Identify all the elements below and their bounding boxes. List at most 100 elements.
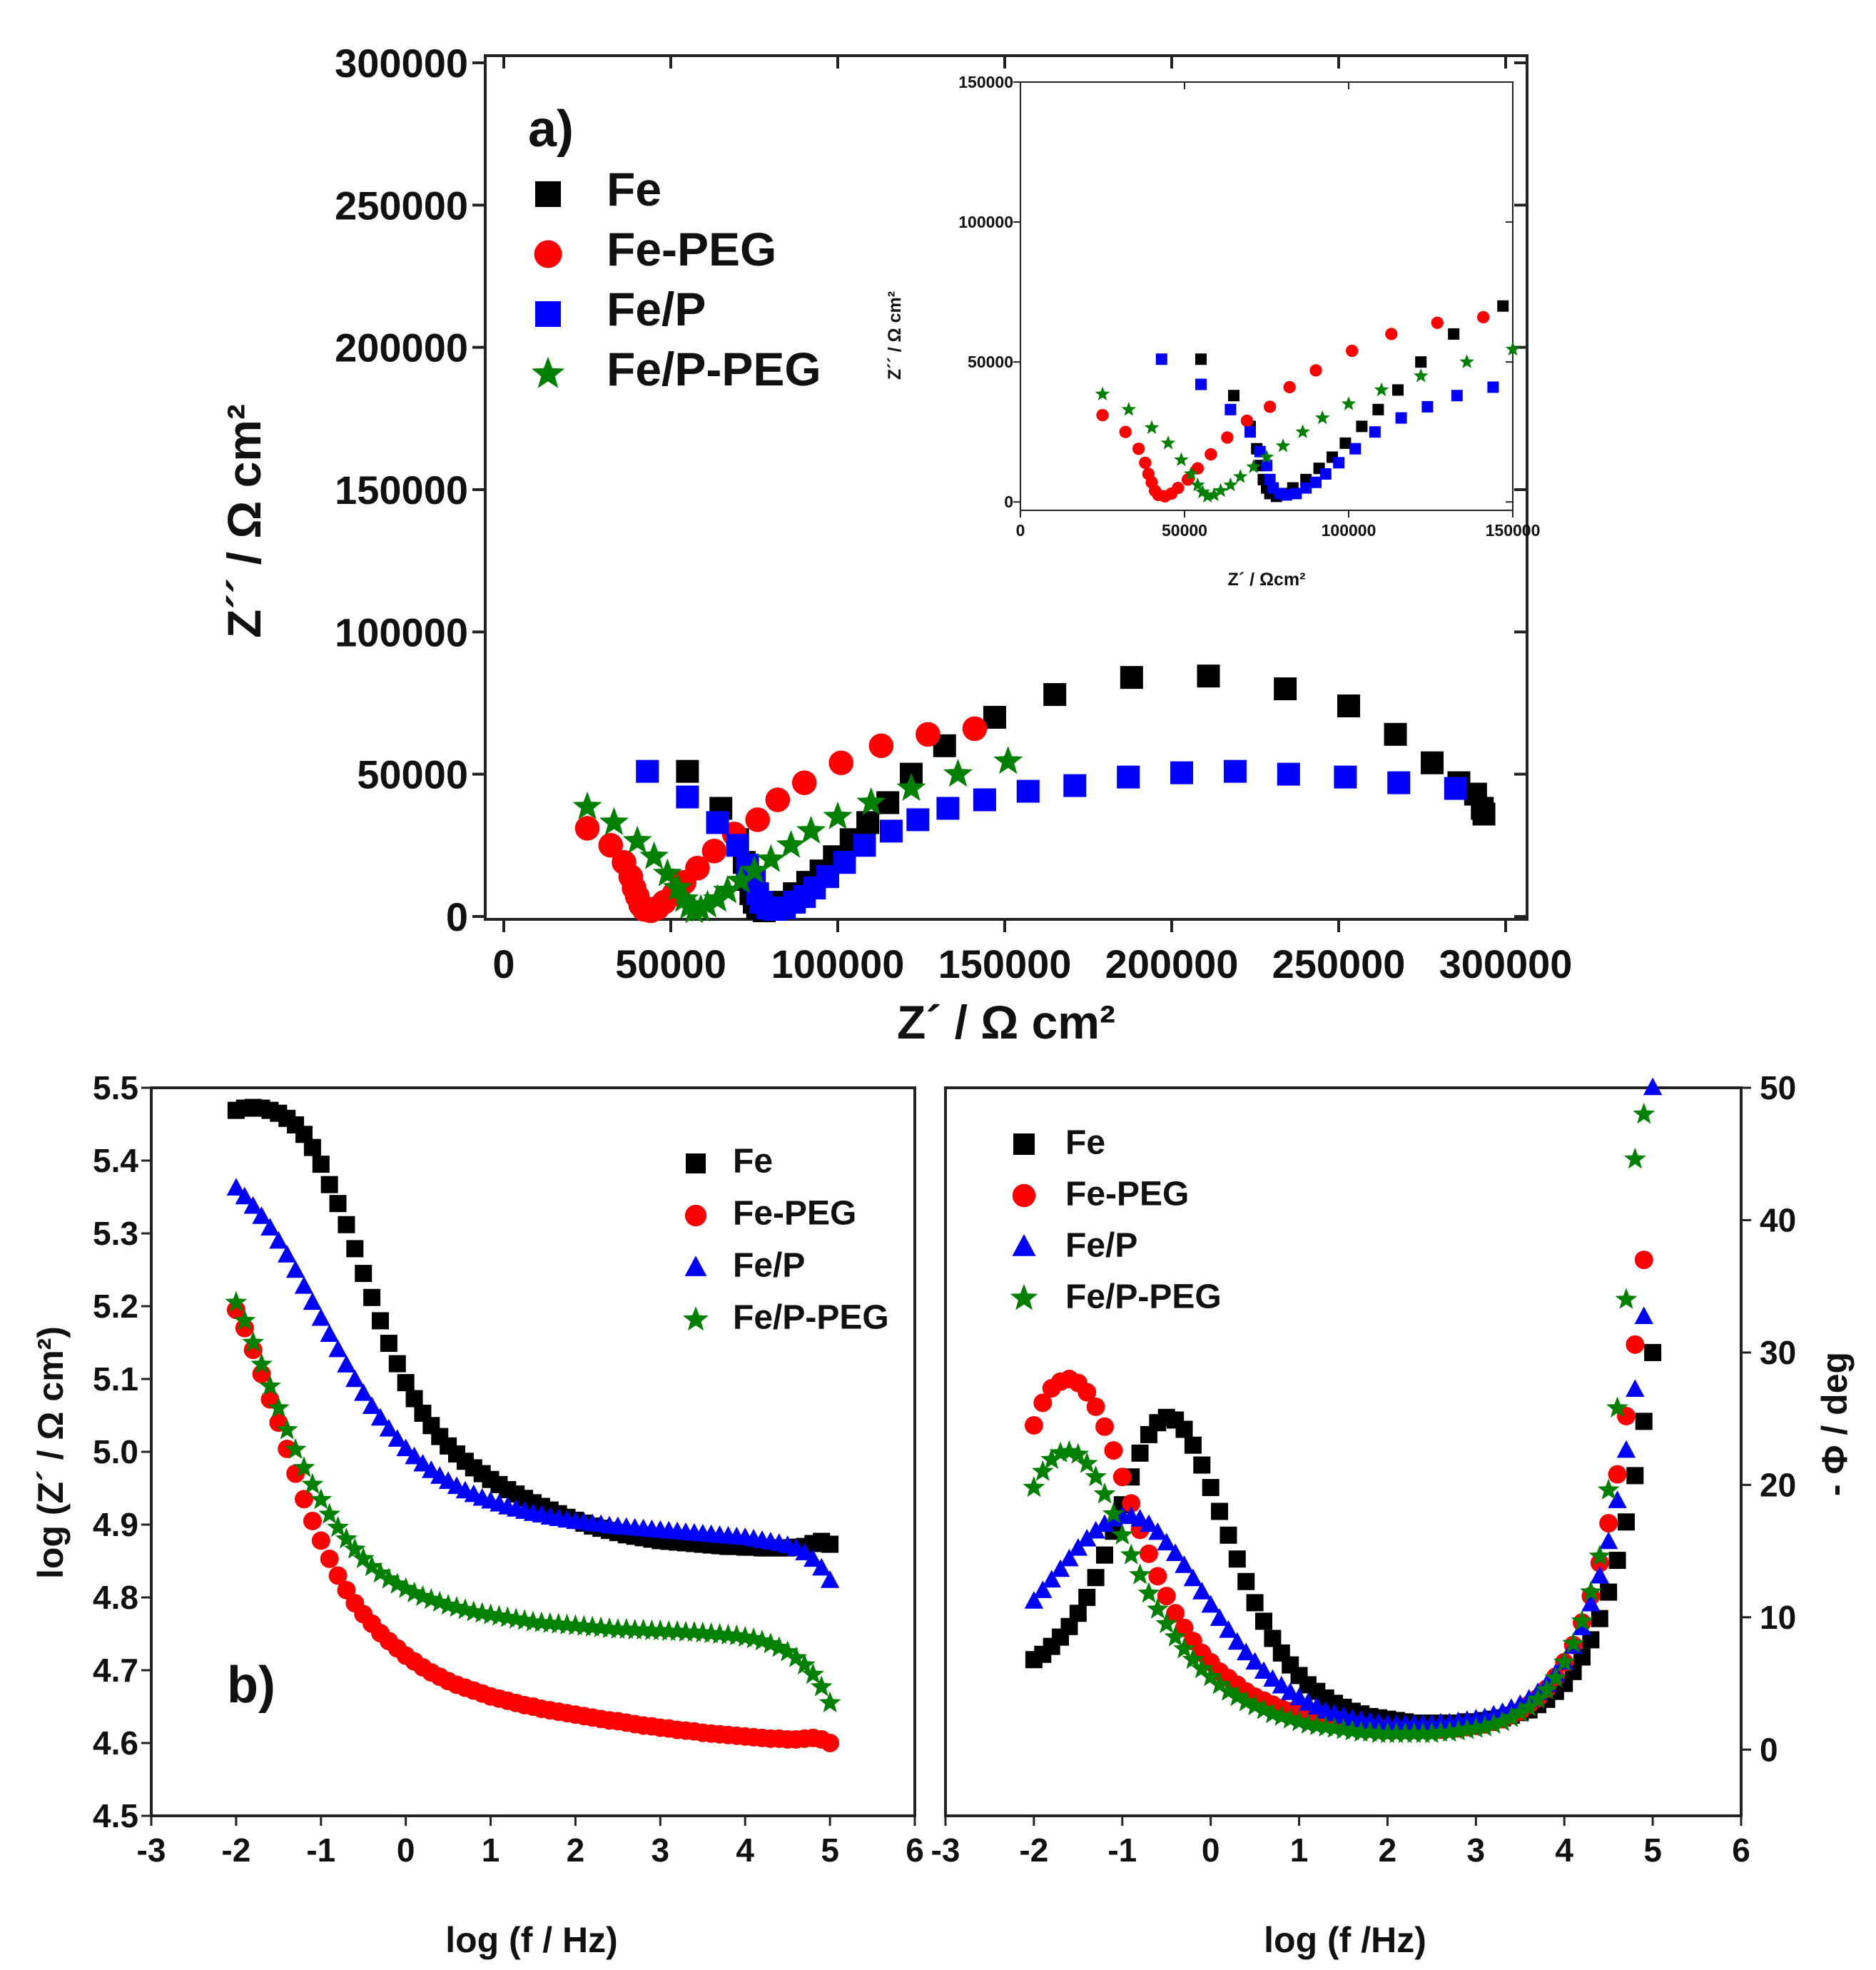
point-fe-peg <box>1634 1251 1653 1270</box>
point-fe-p-peg <box>1288 1710 1310 1732</box>
point-fe-p-peg <box>1456 1718 1479 1739</box>
point-fe-p <box>370 1408 390 1426</box>
x-tick-label: 100000 <box>771 941 905 986</box>
point-fe-p-peg <box>1040 1448 1063 1470</box>
point-fe-p-peg <box>943 759 973 787</box>
point-fe-p <box>833 851 856 874</box>
point-fe-peg <box>337 1580 356 1600</box>
point-fe-p-peg <box>225 1290 248 1312</box>
x-tick-label: 1 <box>1290 1832 1309 1869</box>
point-fe-p-peg <box>386 1572 409 1594</box>
legend-label-fe-p: Fe/P <box>1065 1227 1137 1265</box>
point-fe-p-peg <box>1394 1722 1416 1744</box>
point-fe <box>1043 683 1067 707</box>
point-fe-p <box>226 1178 246 1196</box>
x-tick-label: 0 <box>1016 521 1025 540</box>
inset-point-fe-peg <box>1431 316 1444 329</box>
inset-point-fe-p-peg <box>1190 477 1205 492</box>
point-fe <box>355 1265 372 1283</box>
point-fe-p-peg <box>1226 1684 1249 1707</box>
point-fe-peg <box>303 1511 322 1530</box>
x-tick-label: -2 <box>221 1832 250 1869</box>
point-fe-peg <box>1608 1465 1627 1484</box>
x-tick-label: 5 <box>1643 1832 1662 1869</box>
point-fe-p-peg <box>275 1418 298 1440</box>
point-fe-p-peg <box>768 1636 791 1657</box>
point-fe <box>312 1156 330 1173</box>
point-fe-peg <box>1122 1494 1141 1513</box>
point-fe <box>676 759 699 783</box>
point-fe-p <box>1616 1440 1636 1458</box>
inset-point-fe <box>1415 356 1427 368</box>
point-fe-p-peg <box>641 1619 663 1640</box>
point-fe <box>1600 1583 1618 1601</box>
inset-point-fe-p-peg <box>1232 469 1248 483</box>
point-fe-p-peg <box>726 865 756 894</box>
point-fe-p-peg <box>1623 1147 1646 1169</box>
legend-marker-fe-peg <box>1012 1183 1036 1208</box>
point-fe-p-peg <box>1544 1666 1567 1688</box>
point-fe-p-peg <box>1270 1704 1293 1726</box>
point-fe <box>1608 1552 1626 1570</box>
point-fe-p <box>1608 1490 1627 1508</box>
y-tick-label: 5.4 <box>93 1142 138 1179</box>
inset-point-fe-p <box>1261 460 1272 472</box>
point-fe-p-peg <box>1279 1707 1302 1729</box>
y-tick-label: 5.3 <box>93 1215 138 1252</box>
x-tick-label: 300000 <box>1439 941 1573 986</box>
point-fe-p-peg <box>1482 1712 1505 1734</box>
y-tick-label: 30 <box>1760 1334 1796 1371</box>
inset-point-fe-p-peg <box>1275 438 1291 453</box>
x-tick-label: 3 <box>651 1832 670 1869</box>
point-fe-p <box>1201 1595 1220 1613</box>
point-fe-p-peg <box>1536 1678 1558 1699</box>
point-fe-p-peg <box>242 1330 265 1353</box>
point-fe-peg <box>916 722 940 747</box>
legend-label-fe: Fe <box>1065 1124 1105 1162</box>
point-fe-p <box>1042 1570 1061 1588</box>
point-fe-p <box>906 808 930 832</box>
inset-points <box>1095 300 1521 503</box>
x-tick-label: 100000 <box>1322 521 1376 540</box>
point-fe-p <box>853 834 876 857</box>
point-fe-p <box>1237 1642 1256 1661</box>
point-fe-p <box>795 1542 814 1560</box>
point-fe-p-peg <box>1085 1465 1107 1487</box>
inset-point-fe-p <box>1421 400 1434 413</box>
point-fe-peg <box>1112 1468 1132 1487</box>
panel-a-y-axis-label: Z´´ / Ω cm² <box>218 404 270 638</box>
inset-point-fe-peg <box>1309 364 1322 377</box>
legend-label-fe-p-peg: Fe/P-PEG <box>733 1299 889 1337</box>
point-fe <box>1197 665 1220 688</box>
inset-point-fe <box>1339 437 1352 449</box>
y-tick-label: 150000 <box>335 468 468 512</box>
x-tick-label: 2 <box>1379 1832 1397 1869</box>
point-fe-p <box>1148 1522 1167 1540</box>
point-fe-p <box>1086 1520 1105 1539</box>
point-fe <box>1246 1594 1264 1612</box>
inset-point-fe-p-peg <box>1459 354 1474 368</box>
point-fe-p <box>803 1549 823 1567</box>
point-fe <box>388 1355 406 1373</box>
point-fe-p-peg <box>810 1675 833 1697</box>
x-tick-label: 0 <box>1202 1832 1220 1869</box>
point-fe-p <box>1572 1617 1592 1635</box>
point-fe-p <box>405 1446 424 1465</box>
point-fe-p-peg <box>1526 1687 1549 1709</box>
point-fe <box>397 1374 415 1392</box>
point-fe <box>1184 1436 1202 1454</box>
point-fe-p-peg <box>1491 1710 1514 1732</box>
point-fe <box>983 705 1006 729</box>
legend-label-fe-p: Fe/P <box>733 1247 805 1285</box>
point-fe-p <box>379 1418 399 1437</box>
point-fe-p <box>1387 771 1411 794</box>
legend-label-fe-p: Fe/P <box>607 283 706 335</box>
point-fe-p-peg <box>1553 1650 1576 1672</box>
point-fe-p <box>328 1339 348 1358</box>
point-fe-p-peg <box>624 1618 647 1640</box>
point-fe-p-peg <box>669 884 699 912</box>
inset-point-fe-peg <box>1139 456 1152 469</box>
point-fe <box>380 1335 397 1353</box>
point-fe-p-peg <box>652 858 682 886</box>
x-tick-label: 3 <box>1467 1832 1486 1869</box>
